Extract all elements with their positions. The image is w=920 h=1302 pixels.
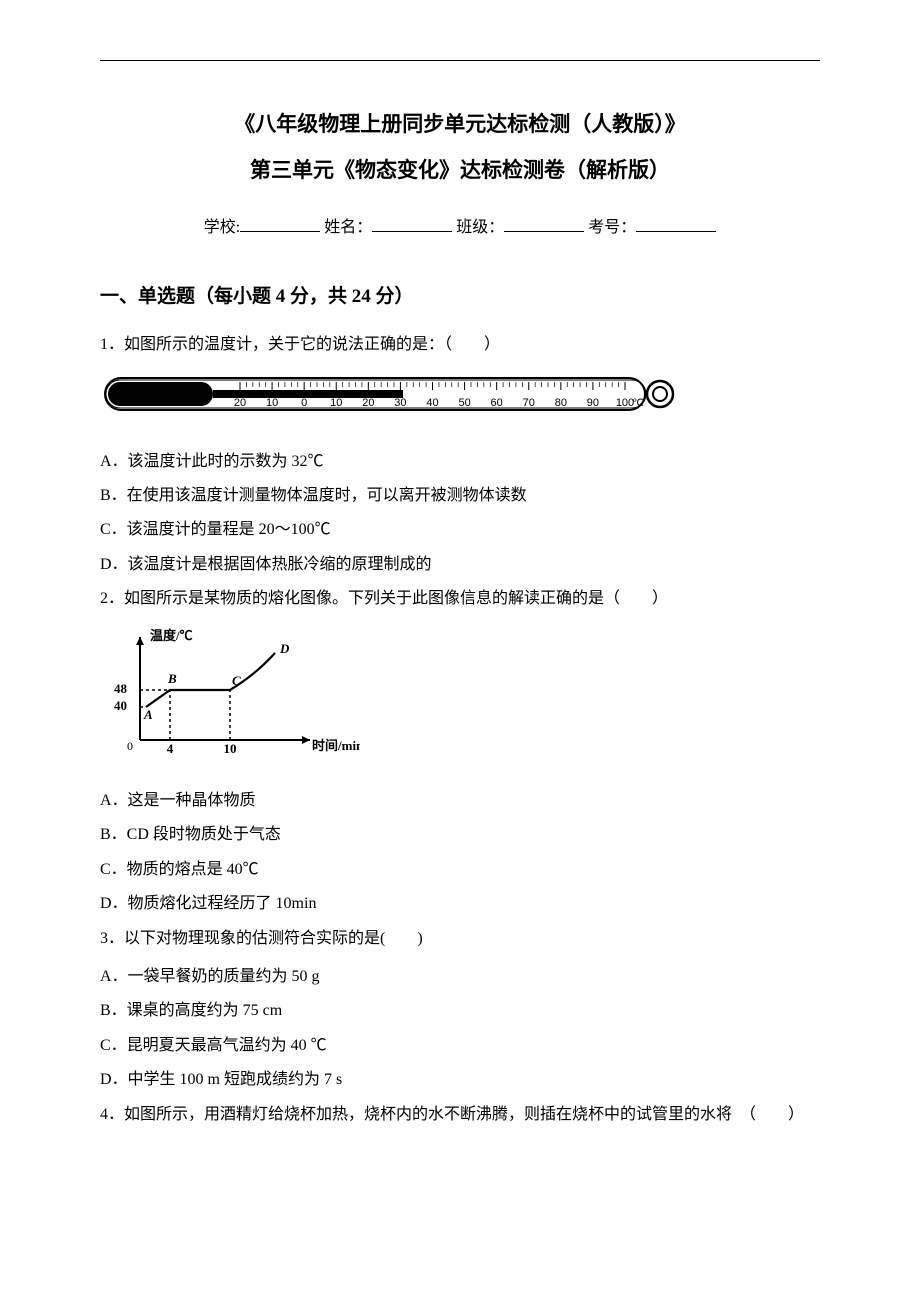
thermometer-svg: 20100102030405060708090100℃	[100, 370, 680, 425]
q1-opt-c: C．该温度计的量程是 20～100℃	[100, 515, 820, 545]
svg-text:10: 10	[266, 397, 278, 409]
title-line-1: 《八年级物理上册同步单元达标检测（人教版）》	[100, 101, 820, 147]
q1-opt-d: D．该温度计是根据固体热胀冷缩的原理制成的	[100, 550, 820, 580]
q1-opt-b: B．在使用该温度计测量物体温度时，可以离开被测物体读数	[100, 481, 820, 511]
q3-opt-c: C．昆明夏天最高气温约为 40 ℃	[100, 1031, 820, 1061]
q3-opt-d: D．中学生 100 m 短跑成绩约为 7 s	[100, 1065, 820, 1095]
svg-text:℃: ℃	[632, 398, 643, 409]
student-info-line: 学校: 姓名： 班级： 考号：	[100, 213, 820, 243]
svg-text:20: 20	[234, 397, 246, 409]
q2-opt-c: C．物质的熔点是 40℃	[100, 855, 820, 885]
svg-text:70: 70	[523, 397, 535, 409]
svg-text:0: 0	[301, 397, 307, 409]
question-1: 1．如图所示的温度计，关于它的说法正确的是：（ ） 20 10 0 10 20 30 40 5…	[100, 330, 820, 580]
svg-text:10: 10	[330, 397, 342, 409]
exam-blank	[636, 218, 716, 232]
school-label: 学校:	[204, 219, 240, 236]
svg-text:90: 90	[587, 397, 599, 409]
q2-stem: 2．如图所示是某物质的熔化图像。下列关于此图像信息的解读正确的是（ ）	[100, 584, 820, 614]
svg-text:0: 0	[127, 739, 133, 753]
svg-text:20: 20	[362, 397, 374, 409]
q2-opt-a: A．这是一种晶体物质	[100, 786, 820, 816]
y-tick-40: 40	[114, 698, 127, 713]
question-4: 4．如图所示，用酒精灯给烧杯加热，烧杯内的水不断沸腾，则插在烧杯中的试管里的水将…	[100, 1100, 820, 1130]
x-axis-label: 时间/min	[312, 738, 360, 753]
class-label: 班级：	[456, 219, 504, 236]
svg-text:50: 50	[458, 397, 470, 409]
q1-stem: 1．如图所示的温度计，关于它的说法正确的是：（ ）	[100, 330, 820, 360]
point-a-label: A	[143, 707, 153, 722]
point-d-label: D	[279, 641, 290, 656]
y-axis-label: 温度/℃	[150, 628, 193, 643]
page-top-rule	[100, 60, 820, 61]
school-blank	[240, 218, 320, 232]
q1-figure: 20100102030405060708090100℃	[100, 370, 820, 436]
y-tick-48: 48	[114, 681, 128, 696]
title-line-2: 第三单元《物态变化》达标检测卷（解析版）	[100, 147, 820, 193]
exam-label: 考号：	[588, 219, 636, 236]
melting-chart-svg: 温度/℃ 时间/min 0 48 40 4 10 A B C D	[100, 625, 360, 765]
point-b-label: B	[167, 671, 177, 686]
q2-opt-d: D．物质熔化过程经历了 10min	[100, 889, 820, 919]
name-blank	[372, 218, 452, 232]
q4-stem: 4．如图所示，用酒精灯给烧杯加热，烧杯内的水不断沸腾，则插在烧杯中的试管里的水将…	[100, 1100, 820, 1130]
svg-text:80: 80	[555, 397, 567, 409]
class-blank	[504, 218, 584, 232]
svg-text:60: 60	[491, 397, 503, 409]
svg-text:30: 30	[394, 397, 406, 409]
x-tick-4: 4	[167, 741, 174, 756]
q2-figure: 温度/℃ 时间/min 0 48 40 4 10 A B C D	[100, 625, 820, 776]
point-c-label: C	[232, 673, 241, 688]
svg-text:40: 40	[426, 397, 438, 409]
q2-opt-b: B．CD 段时物质处于气态	[100, 820, 820, 850]
q3-opt-a: A．一袋早餐奶的质量约为 50 g	[100, 962, 820, 992]
x-tick-10: 10	[224, 741, 237, 756]
q3-opt-b: B．课桌的高度约为 75 cm	[100, 996, 820, 1026]
title-block: 《八年级物理上册同步单元达标检测（人教版）》 第三单元《物态变化》达标检测卷（解…	[100, 101, 820, 193]
name-label: 姓名：	[324, 219, 372, 236]
question-2: 2．如图所示是某物质的熔化图像。下列关于此图像信息的解读正确的是（ ） 温度/℃…	[100, 584, 820, 919]
q3-stem: 3．以下对物理现象的估测符合实际的是( )	[100, 924, 820, 954]
q1-opt-a: A．该温度计此时的示数为 32℃	[100, 447, 820, 477]
section-1-header: 一、单选题（每小题 4 分，共 24 分）	[100, 279, 820, 315]
question-3: 3．以下对物理现象的估测符合实际的是( ) A．一袋早餐奶的质量约为 50 g …	[100, 924, 820, 1096]
